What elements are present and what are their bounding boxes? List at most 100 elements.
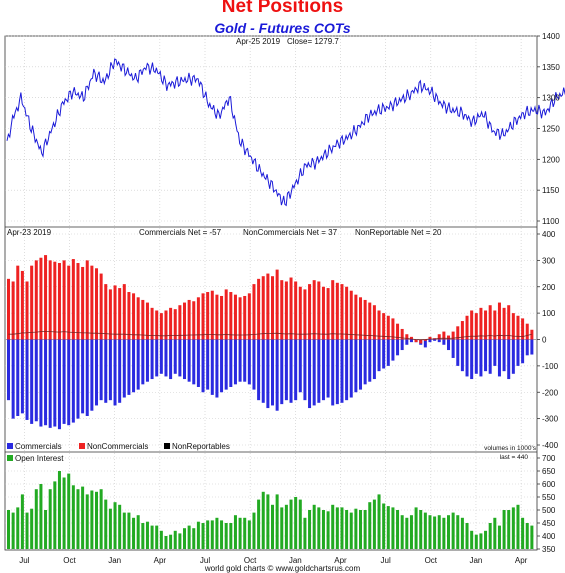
noncommercials-bar: [502, 307, 506, 340]
chart-subtitle: Gold - Futures COTs: [214, 20, 351, 36]
open-interest-bar: [266, 494, 270, 549]
open-interest-bar: [428, 515, 432, 549]
noncommercials-bar: [247, 293, 251, 340]
open-interest-panel: [7, 471, 534, 549]
open-interest-bar: [25, 512, 29, 549]
commercials-bar: [108, 339, 112, 401]
open-interest-bar: [76, 489, 80, 549]
noncommercials-bar: [280, 280, 284, 340]
commercials-bar: [104, 339, 108, 403]
commercials-bar: [391, 339, 395, 361]
commercials-bar: [76, 339, 80, 419]
commercials-bar: [484, 339, 488, 372]
commercials-bar: [507, 339, 511, 380]
noncommercials-bar: [474, 313, 478, 340]
open-interest-bar: [326, 511, 330, 549]
open-interest-bar: [192, 528, 196, 549]
noncommercials-bar: [289, 277, 293, 340]
open-interest-y-tick-label: 700: [542, 454, 556, 463]
open-interest-last-label: last = 440: [500, 454, 529, 461]
noncommercials-bar: [275, 269, 279, 340]
commercials-bar: [183, 339, 187, 380]
open-interest-y-tick-label: 350: [542, 545, 556, 554]
open-interest-bar: [85, 494, 89, 549]
commercials-bar: [405, 339, 409, 345]
open-interest-bar: [141, 523, 145, 549]
nonreportables-net-label: NonReportable Net = 20: [355, 228, 442, 237]
open-interest-bar: [178, 533, 182, 549]
legend-swatch-noncommercials: [79, 443, 85, 449]
noncommercials-bar: [90, 265, 94, 340]
noncommercials-bar: [447, 335, 451, 340]
open-interest-bar: [81, 486, 85, 549]
legend-label-noncommercials: NonCommercials: [87, 442, 148, 451]
legend-label-nonreportables: NonReportables: [172, 442, 230, 451]
commercials-bar: [497, 339, 501, 377]
commercials-bar: [423, 339, 427, 348]
noncommercials-bar: [326, 288, 330, 340]
commercials-bar: [90, 339, 94, 411]
noncommercials-bar: [354, 294, 358, 340]
noncommercials-bar: [386, 315, 390, 340]
commercials-bar: [340, 339, 344, 403]
open-interest-bar: [345, 510, 349, 549]
open-interest-bar: [298, 499, 302, 549]
noncommercials-bar: [368, 302, 372, 340]
commercials-bar: [396, 339, 400, 356]
commercials-bar: [331, 339, 335, 406]
commercials-bar: [247, 339, 251, 385]
open-interest-bar: [294, 497, 298, 549]
open-interest-bar: [470, 530, 474, 549]
open-interest-bar: [53, 481, 57, 549]
noncommercials-bar: [488, 305, 492, 340]
commercials-bar: [465, 339, 469, 377]
commercials-bar: [354, 339, 358, 393]
open-interest-bar: [67, 473, 71, 549]
open-interest-bar: [525, 523, 529, 549]
open-interest-bar: [308, 510, 312, 549]
noncommercials-bar: [382, 313, 386, 340]
open-interest-bar: [382, 503, 386, 549]
open-interest-bar: [405, 517, 409, 549]
commercials-bar: [238, 339, 242, 382]
open-interest-bar: [183, 528, 187, 549]
x-tick-label: Apr: [334, 556, 347, 565]
open-interest-bar: [229, 523, 233, 549]
open-interest-bar: [127, 512, 131, 549]
noncommercials-bar: [11, 281, 15, 340]
commercials-bar: [345, 339, 349, 401]
commercials-bar: [257, 339, 261, 401]
net-y-tick-label: 400: [542, 230, 556, 239]
commercials-bar: [284, 339, 288, 401]
commercials-bar: [25, 339, 29, 420]
commercials-bar: [321, 339, 325, 401]
open-interest-bar: [377, 494, 381, 549]
noncommercials-bar: [183, 302, 187, 340]
noncommercials-bar: [210, 290, 214, 340]
open-interest-bar: [164, 536, 168, 549]
open-interest-bar: [502, 510, 506, 549]
x-tick-label: Oct: [244, 556, 257, 565]
noncommercials-bar: [229, 292, 233, 340]
commercials-bar: [317, 339, 321, 403]
noncommercials-bar: [470, 310, 474, 340]
noncommercials-bar: [525, 323, 529, 340]
noncommercials-bar: [192, 301, 196, 340]
commercials-bar: [502, 339, 506, 372]
commercials-bar: [220, 339, 224, 393]
commercials-bar: [145, 339, 149, 382]
open-interest-bar: [312, 504, 316, 549]
open-interest-bar: [215, 517, 219, 549]
x-tick-label: Jul: [200, 556, 210, 565]
noncommercials-net-label: NonCommercials Net = 37: [243, 228, 338, 237]
open-interest-bar: [118, 504, 122, 549]
noncommercials-bar: [428, 336, 432, 340]
open-interest-bar: [391, 507, 395, 549]
open-interest-bar: [303, 517, 307, 549]
noncommercials-bar: [238, 297, 242, 340]
open-interest-bar: [497, 525, 501, 549]
net-positions-panel: [7, 255, 534, 430]
noncommercials-bar: [224, 289, 228, 340]
x-tick-label: Oct: [425, 556, 438, 565]
price-y-tick-label: 1250: [542, 125, 560, 134]
